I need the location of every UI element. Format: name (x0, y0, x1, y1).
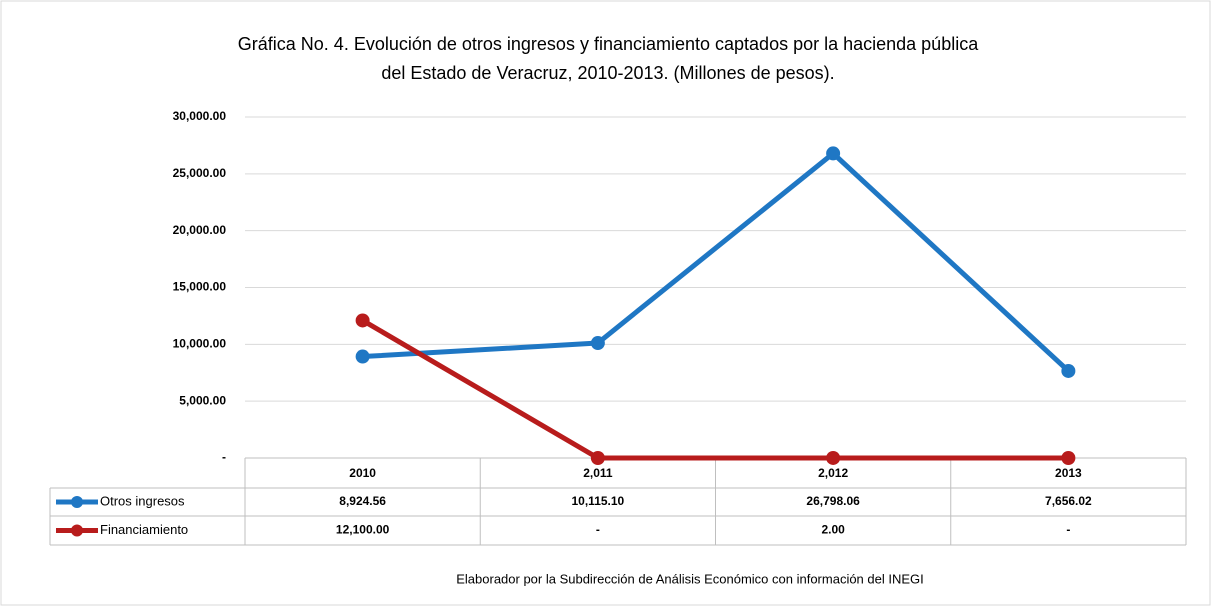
point (1061, 363, 1076, 378)
y-tick-label: 5,000.00 (179, 393, 226, 407)
point (590, 336, 605, 351)
source-note: Elaborador por la Subdirección de Anális… (456, 571, 924, 586)
legend-swatch (71, 496, 83, 508)
point (826, 450, 841, 465)
x-tick-label: 2,011 (583, 466, 613, 480)
x-tick-label: 2013 (1055, 466, 1082, 480)
data-label: 10,115.10 (572, 494, 625, 508)
data-label: - (596, 523, 600, 537)
y-tick-label: 10,000.00 (173, 337, 227, 351)
data-label: 2.00 (821, 523, 845, 537)
data-label: 7,656.02 (1045, 494, 1092, 508)
data-label: 26,798.06 (806, 494, 860, 508)
point (590, 451, 605, 465)
data-label: 8,924.56 (339, 494, 386, 508)
y-tick-label: 30,000.00 (173, 109, 227, 123)
series-line (361, 318, 1069, 461)
y-tick-label: 20,000.00 (173, 223, 227, 237)
chart-title: del Estado de Veracruz, 2010-2013. (Mill… (381, 63, 834, 83)
y-tick-label: - (222, 450, 226, 464)
y-tick-label: 15,000.00 (173, 280, 227, 294)
legend-label: Financiamiento (100, 522, 188, 537)
legend-swatch (71, 524, 83, 537)
y-tick-label: 25,000.00 (173, 166, 227, 180)
point (355, 313, 370, 328)
point (355, 349, 370, 364)
chart-title: Gráfica No. 4. Evolución de otros ingres… (238, 34, 979, 54)
point (1061, 451, 1076, 465)
legend-label: Otros ingresos (100, 493, 185, 508)
x-tick-label: 2010 (349, 466, 376, 480)
x-tick-label: 2,012 (818, 466, 848, 480)
series-line (362, 150, 1071, 373)
point (826, 146, 841, 161)
data-label: 12,100.00 (336, 523, 390, 537)
data-label: - (1066, 523, 1070, 537)
